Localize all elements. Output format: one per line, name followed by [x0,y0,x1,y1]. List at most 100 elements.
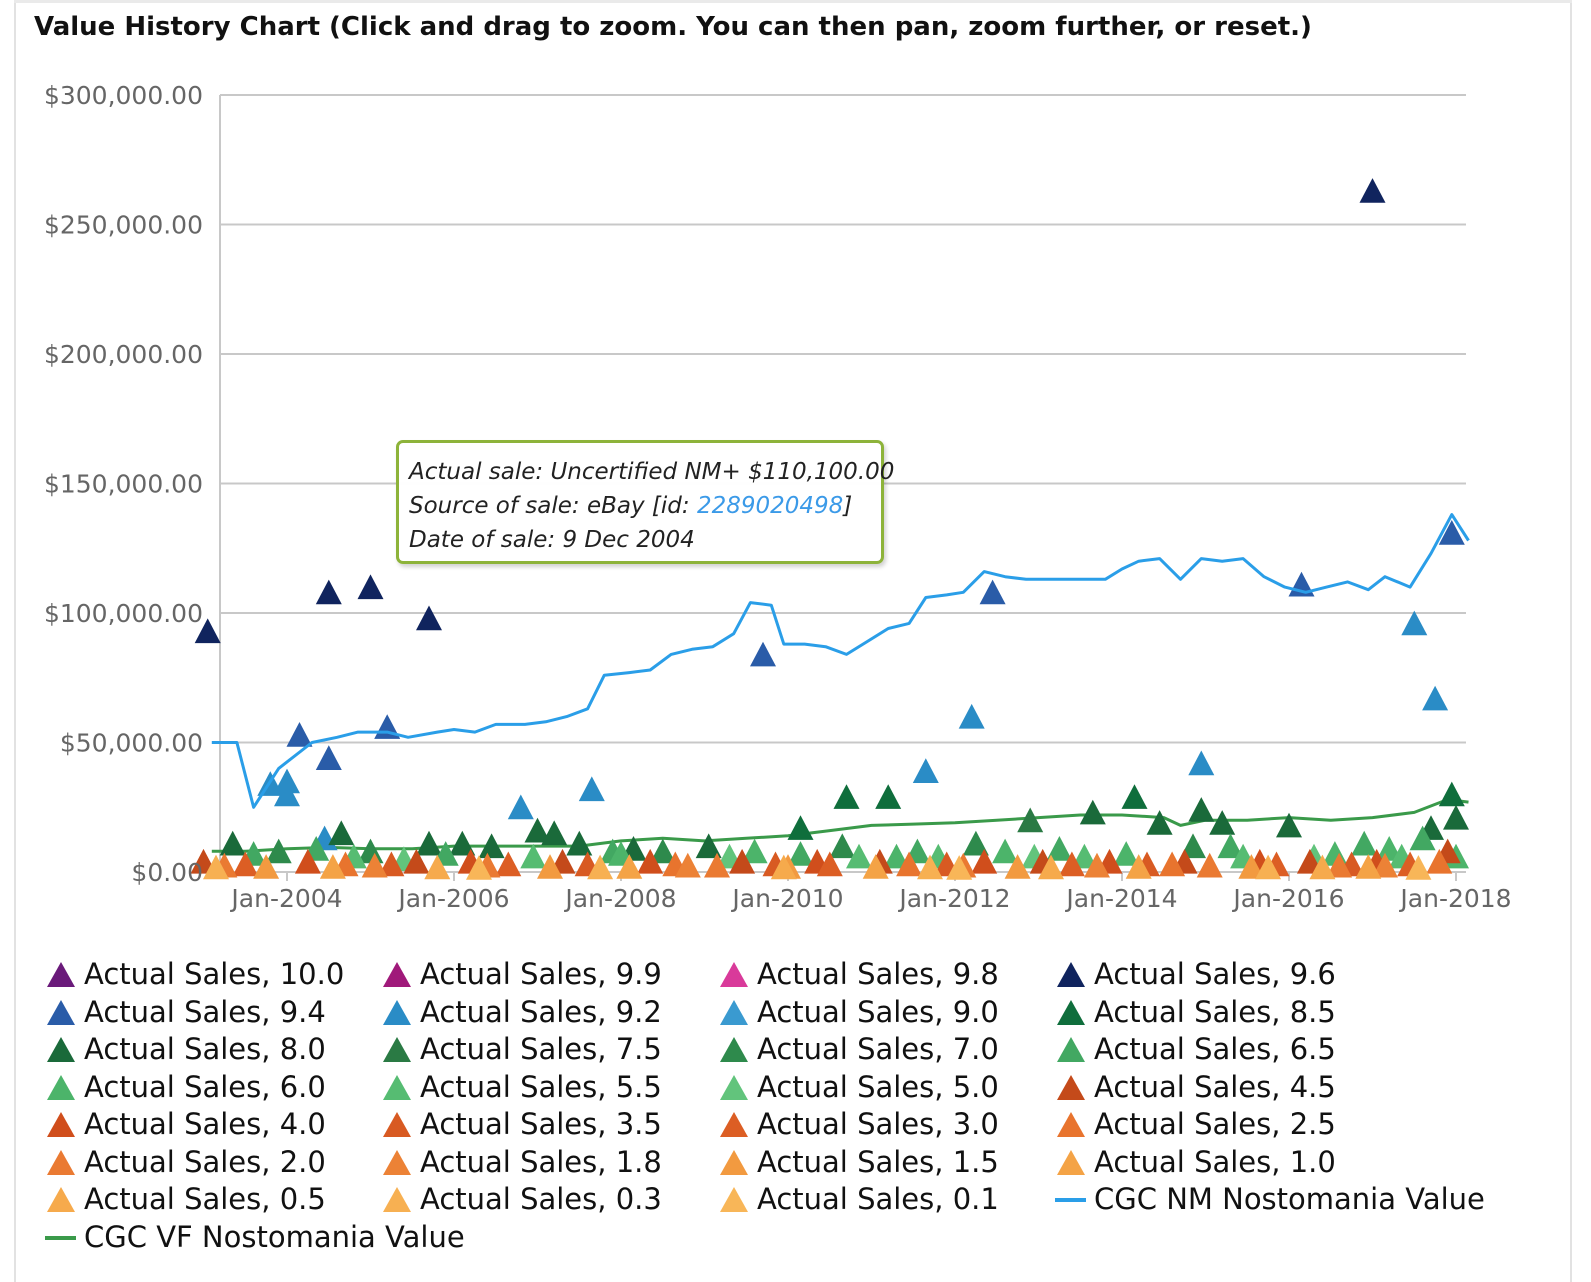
sale-marker-s21-p1 [674,852,701,878]
frame-right-border [1570,0,1572,1282]
sale-marker-s3-p4 [1359,178,1386,203]
legend-label: Actual Sales, 4.5 [1094,1069,1336,1104]
value-history-chart[interactable]: $0.00 $50,000.00 $100,000.00 $150,000.00 $20… [0,0,1591,950]
tooltip-date-text: Date of sale: 9 Dec 2004 [409,527,695,553]
legend-triangle-icon [720,1037,748,1062]
legend-label: Actual Sales, 9.8 [757,957,999,991]
legend-item-26[interactable]: Actual Sales, 0.1 [717,1181,999,1217]
legend-item-23[interactable]: Actual Sales, 1.0 [1054,1144,1336,1180]
sale-marker-s22-p0 [253,854,280,879]
sale-marker-s12-p2 [883,843,910,869]
legend-item-12[interactable]: Actual Sales, 6.0 [44,1069,326,1105]
legend-triangle-icon [383,962,411,987]
sale-marker-s5-p2 [274,768,300,794]
legend-label: Actual Sales, 9.9 [420,957,662,991]
legend-item-19[interactable]: Actual Sales, 2.5 [1054,1106,1336,1142]
legend-item-14[interactable]: Actual Sales, 5.0 [717,1069,999,1105]
sale-marker-s23-p2 [862,854,889,879]
sale-marker-s12-p3 [992,838,1019,864]
sale-marker-s3-p1 [315,579,342,605]
sale-marker-s4-p4 [979,579,1006,605]
legend-label: Actual Sales, 6.5 [1094,1032,1336,1066]
legend-item-5[interactable]: Actual Sales, 9.2 [380,994,662,1030]
legend-triangle-icon [383,1112,411,1137]
legend-item-3[interactable]: Actual Sales, 9.6 [1054,956,1336,992]
sale-marker-s17-p0 [378,851,405,877]
legend-item-11[interactable]: Actual Sales, 6.5 [1054,1031,1336,1067]
legend-label: Actual Sales, 2.5 [1094,1107,1336,1141]
legend-triangle-icon [47,1187,75,1212]
legend-line-marker [45,1235,76,1240]
legend-triangle-icon [383,999,411,1025]
legend-label: Actual Sales, 4.0 [84,1107,326,1141]
sale-marker-s19-p4 [1426,848,1453,874]
legend-item-15[interactable]: Actual Sales, 4.5 [1054,1069,1336,1105]
legend-item-20[interactable]: Actual Sales, 2.0 [44,1144,326,1180]
sale-marker-s8-p3 [449,830,476,856]
legend-triangle-icon [1057,1149,1085,1175]
sale-marker-s24-p2 [1038,854,1064,880]
legend-item-22[interactable]: Actual Sales, 1.5 [717,1144,999,1180]
sale-marker-s8-p12 [1188,797,1215,822]
sale-marker-s8-p11 [1146,810,1173,835]
sale-marker-s4-p0 [286,722,313,747]
sale-marker-s10-p2 [649,838,676,864]
sale-marker-s4-p6 [1438,520,1465,545]
legend-label: Actual Sales, 1.0 [1094,1144,1336,1179]
sale-marker-s26-p2 [1405,855,1432,880]
frame-top-border [14,0,1572,3]
legend-item-21[interactable]: Actual Sales, 1.8 [380,1144,662,1180]
legend-item-24[interactable]: Actual Sales, 0.5 [44,1181,326,1217]
sale-marker-s18-p1 [495,851,522,877]
legend-item-4[interactable]: Actual Sales, 9.4 [44,994,326,1030]
sale-marker-s5-p4 [507,794,534,820]
legend-triangle-icon [383,1187,411,1212]
sale-marker-s21-p3 [1372,852,1398,878]
legend-item-27[interactable]: CGC NM Nostomania Value [1054,1181,1485,1217]
y-tick-label-1: $50,000.00 [60,729,203,758]
legend-item-28[interactable]: CGC VF Nostomania Value [44,1219,465,1255]
legend-item-2[interactable]: Actual Sales, 9.8 [717,956,999,992]
legend-item-7[interactable]: Actual Sales, 8.5 [1054,994,1336,1030]
x-tick-label-5: Jan-2014 [1064,884,1177,913]
legend-item-10[interactable]: Actual Sales, 7.0 [717,1031,999,1067]
legend-item-1[interactable]: Actual Sales, 9.9 [380,956,662,992]
legend-triangle-icon [47,962,75,987]
sale-marker-s18-p0 [232,851,259,877]
sale-marker-s11-p4 [787,841,814,866]
legend-item-6[interactable]: Actual Sales, 9.0 [717,994,999,1030]
sale-marker-s26-p1 [946,855,973,880]
legend-label: Actual Sales, 10.0 [84,957,345,991]
legend-item-0[interactable]: Actual Sales, 10.0 [44,956,344,992]
sale-marker-s22-p4 [1238,854,1265,879]
x-tick-label-4: Jan-2012 [897,884,1010,913]
sale-marker-s16-p4 [971,848,998,874]
legend-line-marker [1055,1198,1086,1202]
legend-item-8[interactable]: Actual Sales, 8.0 [44,1031,326,1067]
sale-marker-s12-p4 [1113,841,1140,866]
sale-marker-s23-p3 [1125,854,1152,879]
series-line-cgc-nm [211,513,1470,809]
sale-marker-s5-p1 [274,781,300,807]
legend-item-17[interactable]: Actual Sales, 3.5 [380,1106,662,1142]
legend-label: Actual Sales, 8.5 [1094,994,1336,1029]
legend-triangle-icon [720,1112,748,1137]
tooltip-source-prefix: Source of sale: eBay [id: [409,493,697,519]
legend-item-18[interactable]: Actual Sales, 3.0 [717,1106,999,1142]
tooltip-ebay-id-link[interactable]: 2289020498 [696,493,844,519]
legend-triangle-icon [1057,962,1085,987]
legend-item-16[interactable]: Actual Sales, 4.0 [44,1106,326,1142]
sale-marker-s16-p2 [637,848,664,874]
x-tick-label-2: Jan-2008 [563,884,676,913]
legend-item-25[interactable]: Actual Sales, 0.3 [380,1181,662,1217]
grid-layer [220,94,1466,744]
legend-item-13[interactable]: Actual Sales, 5.5 [380,1069,662,1105]
sale-marker-s25-p2 [917,854,943,880]
sale-markers-layer [190,178,1469,880]
sale-marker-s21-p0 [361,852,388,878]
legend-item-9[interactable]: Actual Sales, 7.5 [380,1031,662,1067]
sale-marker-s11-p9 [1409,825,1436,851]
sale-marker-s3-p2 [357,574,384,600]
sale-marker-s15-p3 [729,848,756,874]
y-tick-label-0: $0.00 [131,858,203,887]
